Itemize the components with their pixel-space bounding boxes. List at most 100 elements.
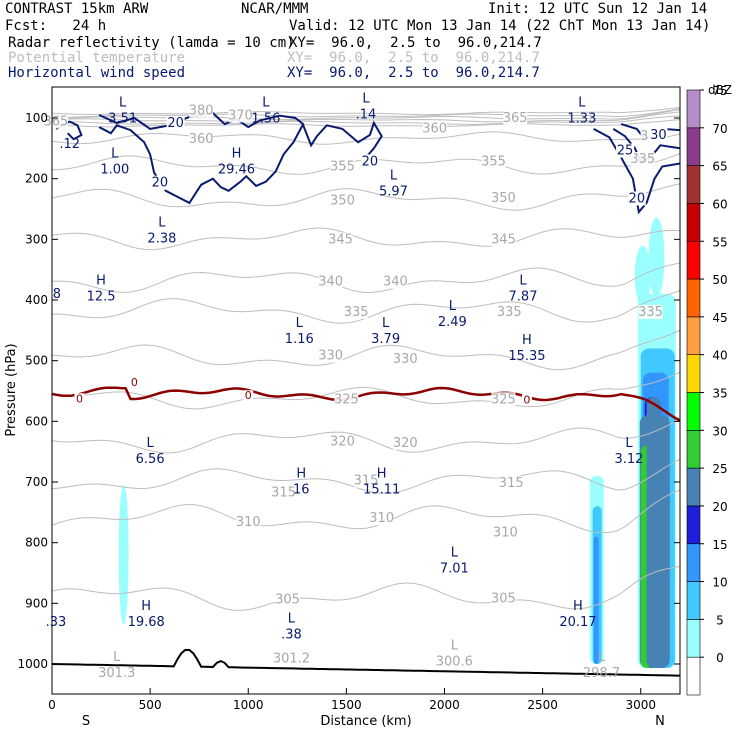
echo-north-25b [646,397,661,668]
terrain-line [52,648,680,677]
field-2-xy: XY= 96.0, 2.5 to 96.0,214.7 [287,50,540,66]
wind-label-bg [649,127,668,142]
theta-label-bg [330,193,355,208]
theta-contour [52,115,680,125]
wind-label-bg [166,116,185,131]
colorbar-level: 20 [712,500,727,514]
colorbar-swatch [686,392,701,431]
extremum-value: 7.01 [440,561,469,576]
theta-label-bg [481,154,506,169]
y-tick-label: 300 [25,232,48,246]
colorbar-level: 40 [712,349,727,363]
colorbar-level: 35 [712,387,727,401]
extremum-value: 15.35 [508,349,545,364]
theta-label-bg [330,434,355,449]
theta-contour [52,108,680,118]
theta-label: 355 [330,159,355,174]
colorbar-level: 70 [712,122,727,136]
theta-label-bg [318,348,343,363]
echo-north-top2 [648,217,665,298]
theta-label: 340 [383,275,408,290]
y-tick-label: 900 [25,596,48,610]
y-tick-label: 400 [25,293,48,307]
theta-label-bg [393,352,418,367]
theta-label: 380 [189,104,214,119]
theta-label: 320 [330,435,355,450]
x-tick-label: 500 [139,698,162,712]
colorbar-swatch [686,619,701,658]
theta-label-bg [493,525,518,540]
theta-contour [52,458,680,494]
extremum-value: 2.38 [147,231,176,246]
colorbar-swatch [686,127,701,166]
colorbar-swatch [686,165,701,204]
extremum-value: .12 [59,137,80,152]
x-axis-title: Distance (km) [320,714,411,729]
colorbar-level: 15 [712,538,727,552]
theta-label-bg [318,274,343,289]
extremum-marker: L [362,92,370,107]
extremum-value: .14 [356,108,377,123]
extremum-value: 7.87 [509,290,538,305]
theta-label-bg [497,304,522,319]
extremum-marker: H [296,467,306,482]
x-tick-label: 2500 [527,698,558,712]
surface-theta-value: 301.3 [98,666,135,681]
theta-contour [52,371,680,410]
theta-contour [52,489,680,534]
x-tick-label: 3000 [625,698,656,712]
extremum-value: 1.16 [285,332,314,347]
extremum-marker: L [625,436,633,451]
south-end-label: S [82,714,90,729]
colorbar-unit: dBZ [708,83,732,97]
theta-label-bg [271,485,296,500]
theta-label: 360 [189,132,214,147]
extremum-value: 16 [293,483,310,498]
extremum-marker: L [451,545,459,560]
colorbar-level: 75 [712,84,727,98]
colorbar-level: 30 [712,424,727,438]
theta-label: 330 [393,352,418,367]
colorbar-swatch [686,203,701,242]
extremum-value: .38 [281,628,302,643]
freezing-level-label: 0 [245,389,252,402]
theta-label: 350 [330,193,355,208]
theta-label-bg [503,110,528,125]
theta-label-bg [369,511,394,526]
extremum-marker: L [449,299,457,314]
theta-contour [52,566,680,611]
theta-label: 360 [422,122,447,137]
extremum-value: 1.33 [567,111,596,126]
extremum-marker: L [296,316,304,331]
theta-contour [52,106,680,116]
colorbar-swatch [686,505,701,545]
theta-label-bg [422,121,447,136]
theta-label: 310 [236,515,261,530]
extremum-marker: L [390,169,398,184]
echo-2780-core [593,536,599,664]
freezing-level-label: 0 [76,392,83,405]
colorbar-swatch [686,543,701,582]
surface-theta-value: 301.2 [273,652,310,667]
echo-south [118,484,129,625]
theta-contour [52,111,680,123]
theta-label-bg [491,232,516,247]
colorbar-swatch [686,89,701,129]
extremum-marker: L [519,274,527,289]
extremum-value: 5.97 [379,185,408,200]
theta-label-bg [275,592,300,607]
theta-contour [52,262,680,294]
theta-label-bg [334,392,359,407]
wind-label-bg [150,175,169,190]
colorbar-swatch [686,316,701,355]
theta-label: 335 [344,305,369,320]
theta-label: 305 [275,592,300,607]
colorbar-swatch [686,467,701,507]
forecast-hour: Fcst: 24 h [5,18,107,34]
wind-label: 20 [362,154,379,169]
y-tick-label: 1000 [17,657,48,671]
theta-label: 325 [334,392,359,407]
theta-label: 310 [369,511,394,526]
theta-label-bg [491,392,516,407]
extremum-value: 1.56 [251,111,280,126]
